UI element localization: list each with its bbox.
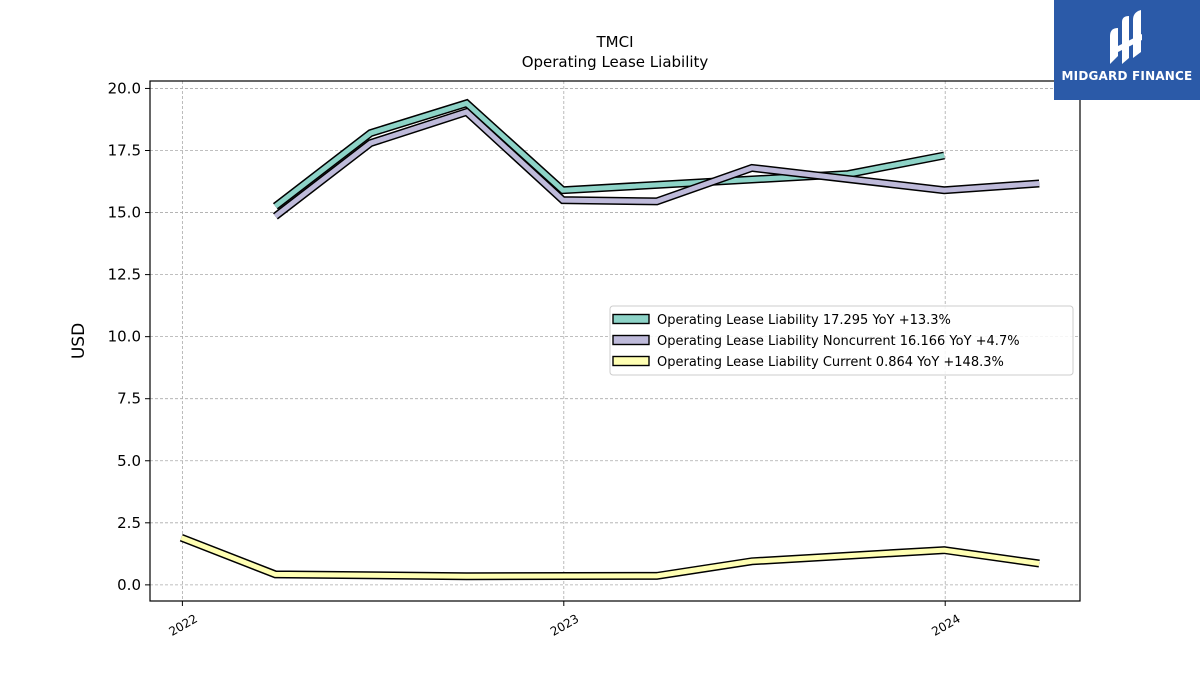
x-tick-label: 2022 [166, 611, 199, 638]
chart-title: TMCI [595, 33, 633, 51]
series-line-outline [272, 98, 945, 210]
series-line-outline [179, 533, 1040, 581]
y-tick-label: 7.5 [117, 390, 141, 408]
series-line-3 [180, 535, 1040, 579]
brand-name: MIDGARD FINANCE [1061, 69, 1193, 83]
y-tick-label: 17.5 [108, 141, 141, 159]
y-axis-label: USD [69, 323, 89, 359]
chart-subtitle: Operating Lease Liability [522, 53, 709, 71]
y-tick-label: 10.0 [108, 328, 141, 346]
legend: Operating Lease Liability 17.295 YoY +13… [609, 305, 1074, 376]
legend-swatch [612, 313, 650, 325]
legend-swatch [612, 355, 650, 367]
legend-label: Operating Lease Liability Current 0.864 … [657, 355, 1004, 370]
legend-label: Operating Lease Liability Noncurrent 16.… [657, 334, 1020, 349]
y-tick-label: 5.0 [117, 452, 141, 470]
y-tick-label: 20.0 [108, 79, 141, 97]
series-line-1 [273, 100, 945, 209]
legend-label: Operating Lease Liability 17.295 YoY +13… [657, 313, 951, 328]
x-tick-label: 2024 [929, 611, 962, 638]
x-axis: 2022 2023 2024 [166, 601, 963, 639]
y-tick-label: 15.0 [108, 204, 141, 222]
y-axis: 0.0 2.5 5.0 7.5 10.0 12.5 15.0 17.5 20.0 [108, 79, 150, 594]
y-tick-label: 0.0 [117, 576, 141, 594]
brand-logo: MIDGARD FINANCE [1054, 0, 1200, 100]
y-tick-label: 2.5 [117, 514, 141, 532]
plot-frame [149, 80, 1081, 602]
legend-box [609, 305, 1074, 376]
midgard-logo-icon [1110, 10, 1142, 64]
y-tick-label: 12.5 [108, 266, 141, 284]
x-tick-label: 2023 [548, 611, 581, 638]
legend-swatch [612, 334, 650, 346]
series-line-2 [273, 109, 1040, 219]
series-group [179, 98, 1040, 581]
